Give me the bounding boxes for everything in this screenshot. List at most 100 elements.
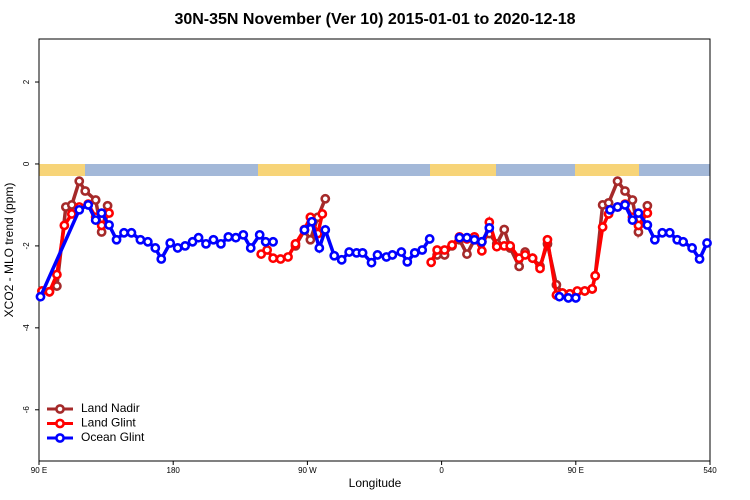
point (299, 225, 310, 235)
legend-marker (55, 418, 65, 429)
point (590, 270, 601, 281)
point (216, 238, 226, 249)
point (447, 240, 457, 250)
point (642, 220, 653, 230)
point (620, 186, 630, 196)
point (104, 220, 114, 230)
point (570, 293, 581, 303)
point (135, 234, 146, 245)
point (702, 238, 712, 248)
point (520, 250, 531, 260)
point (387, 250, 398, 260)
x-tick-label: 180 (167, 466, 181, 475)
point (74, 176, 85, 187)
point (262, 245, 273, 255)
point (223, 231, 234, 242)
point (499, 224, 510, 235)
point (432, 245, 443, 255)
point (320, 225, 331, 235)
point (579, 286, 590, 296)
point (90, 195, 101, 205)
point (454, 232, 465, 243)
point (687, 243, 698, 253)
x-tick-label: 90 E (31, 466, 47, 475)
point (620, 200, 630, 210)
point (59, 220, 70, 231)
point (587, 284, 598, 294)
point (102, 200, 113, 211)
point (424, 234, 435, 244)
point (260, 236, 271, 247)
point (44, 286, 55, 297)
legend-label: Land Glint (81, 416, 136, 430)
point (320, 193, 331, 204)
land-ocean-mask (39, 164, 710, 176)
x-tick-label: 90 W (298, 466, 317, 475)
point (372, 250, 383, 260)
point (491, 241, 502, 252)
point (542, 234, 553, 245)
point (126, 227, 137, 238)
point (305, 234, 316, 245)
point (514, 261, 525, 272)
x-tick-label: 90 E (568, 466, 584, 475)
point (314, 243, 325, 253)
point (439, 245, 450, 255)
point (90, 215, 101, 225)
point (642, 208, 653, 219)
legend-label: Ocean Glint (81, 430, 145, 444)
point (83, 200, 94, 210)
point (357, 247, 368, 258)
plot-frame (38, 38, 711, 462)
point (317, 209, 328, 219)
point (150, 243, 161, 253)
point (476, 236, 487, 247)
y-tick-label: 0 (22, 161, 31, 166)
point (402, 256, 413, 267)
point (245, 243, 256, 253)
legend-label: Land Nadir (81, 401, 140, 415)
point (193, 232, 204, 243)
point (633, 220, 644, 231)
point (605, 204, 615, 215)
point (535, 263, 545, 274)
point (180, 241, 191, 251)
point (505, 241, 516, 251)
x-tick-label: 540 (703, 466, 717, 475)
point (238, 229, 249, 240)
point (476, 245, 487, 256)
point (306, 216, 317, 227)
point (366, 257, 377, 268)
point (275, 254, 286, 264)
y-tick-label: -4 (22, 324, 31, 332)
point (283, 252, 293, 262)
x-tick-label: 0 (439, 466, 444, 475)
point (627, 215, 638, 225)
point (268, 236, 279, 247)
point (462, 232, 472, 243)
point (409, 247, 420, 258)
point (417, 245, 428, 255)
point (649, 234, 660, 245)
point (329, 250, 340, 261)
point (254, 229, 265, 240)
point (462, 249, 472, 259)
y-tick-label: 2 (22, 79, 31, 84)
point (104, 208, 114, 219)
legend-marker (55, 404, 65, 414)
point (201, 238, 211, 249)
point (142, 236, 153, 247)
point (612, 202, 623, 212)
point (74, 204, 85, 215)
point (66, 200, 77, 210)
point (230, 232, 241, 243)
point (35, 291, 46, 302)
point (657, 227, 668, 238)
point (563, 293, 574, 303)
point (119, 227, 129, 238)
x-axis-label: Longitude (349, 476, 402, 490)
point (633, 208, 644, 219)
point (612, 176, 623, 187)
y-tick-label: -2 (22, 242, 31, 250)
